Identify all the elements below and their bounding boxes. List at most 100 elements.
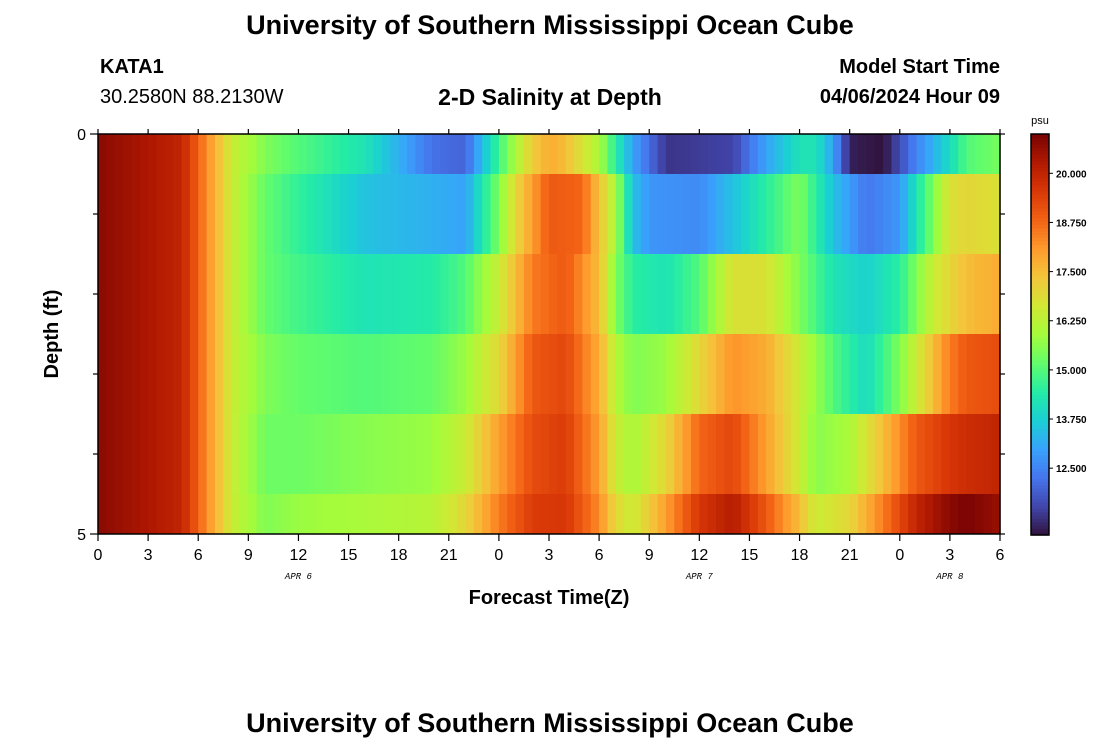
heatmap-cell bbox=[473, 414, 483, 495]
heatmap-cell bbox=[741, 334, 751, 415]
heatmap-cell bbox=[365, 254, 375, 335]
heatmap-cell bbox=[724, 174, 734, 255]
colorbar-segment bbox=[1031, 418, 1049, 422]
heatmap-cell bbox=[732, 334, 742, 415]
heatmap-cell bbox=[248, 174, 258, 255]
heatmap-cell bbox=[749, 174, 759, 255]
colorbar-segment bbox=[1031, 230, 1049, 235]
colorbar-segment bbox=[1031, 204, 1049, 209]
heatmap-cell bbox=[465, 174, 475, 255]
heatmap-cell bbox=[365, 334, 375, 415]
heatmap-cell bbox=[415, 494, 425, 535]
heatmap-cell bbox=[407, 334, 416, 415]
heatmap-cell bbox=[281, 414, 291, 495]
heatmap-cell bbox=[933, 254, 943, 335]
heatmap-cell bbox=[507, 174, 517, 255]
heatmap-cell bbox=[574, 494, 584, 535]
x-tick-label: 3 bbox=[545, 547, 554, 564]
heatmap-cell bbox=[924, 414, 934, 495]
heatmap-cell bbox=[465, 334, 475, 415]
heatmap-cell bbox=[181, 134, 191, 175]
heatmap-cell bbox=[983, 494, 993, 535]
heatmap-cell bbox=[983, 334, 993, 415]
heatmap-cell bbox=[173, 174, 183, 255]
heatmap-cell bbox=[874, 134, 884, 175]
heatmap-cell bbox=[365, 174, 375, 255]
heatmap-cell bbox=[841, 494, 851, 535]
heatmap-cell bbox=[582, 134, 592, 175]
heatmap-cell bbox=[665, 414, 675, 495]
heatmap-cell bbox=[265, 174, 274, 255]
heatmap-cell bbox=[632, 414, 642, 495]
colorbar: psu 12.500 13.750 15.000 16.250 17.500 18.750 2… bbox=[1030, 115, 1087, 536]
heatmap-cell bbox=[290, 254, 300, 335]
heatmap-cell bbox=[749, 414, 759, 495]
heatmap-cell bbox=[832, 254, 842, 335]
heatmap-cell bbox=[874, 414, 884, 495]
x-tick-label: 15 bbox=[741, 547, 759, 564]
heatmap-cell bbox=[649, 254, 659, 335]
y-tick-label: 5 bbox=[77, 527, 86, 544]
heatmap-cell bbox=[189, 494, 199, 535]
heatmap-cell bbox=[674, 334, 684, 415]
heatmap-cell bbox=[582, 494, 592, 535]
heatmap-cell bbox=[599, 334, 609, 415]
heatmap-cell bbox=[958, 174, 968, 255]
heatmap-cell bbox=[699, 334, 709, 415]
heatmap-cell bbox=[724, 494, 734, 535]
heatmap-cell bbox=[690, 134, 700, 175]
heatmap-cell bbox=[849, 174, 859, 255]
heatmap-cell bbox=[256, 134, 266, 175]
heatmap-cell bbox=[849, 414, 859, 495]
heatmap-cell bbox=[248, 494, 258, 535]
heatmap-cell bbox=[716, 334, 725, 415]
heatmap-cell bbox=[640, 494, 650, 535]
heatmap-cell bbox=[273, 174, 283, 255]
heatmap-cell bbox=[958, 414, 968, 495]
heatmap-cell bbox=[607, 414, 617, 495]
heatmap-cell bbox=[181, 494, 191, 535]
heatmap-cell bbox=[782, 174, 792, 255]
heatmap-cell bbox=[766, 494, 776, 535]
heatmap-cell bbox=[390, 494, 400, 535]
x-date-label: APR 6 bbox=[284, 572, 313, 582]
heatmap-cell bbox=[632, 494, 642, 535]
heatmap-cell bbox=[782, 254, 792, 335]
heatmap-cell bbox=[891, 334, 901, 415]
x-axis-label: Forecast Time(Z) bbox=[469, 587, 630, 609]
heatmap-cell bbox=[340, 334, 350, 415]
heatmap-cell bbox=[816, 334, 826, 415]
heatmap-cell bbox=[457, 174, 467, 255]
x-tick-label: 9 bbox=[645, 547, 654, 564]
colorbar-segment bbox=[1031, 184, 1049, 189]
heatmap-cell bbox=[540, 494, 550, 535]
heatmap-cell bbox=[440, 414, 450, 495]
heatmap-cell bbox=[323, 334, 333, 415]
heatmap-cell bbox=[490, 334, 500, 415]
heatmap-cell bbox=[114, 134, 124, 175]
heatmap-cell bbox=[532, 134, 542, 175]
model-start-label: Model Start Time bbox=[839, 56, 1000, 78]
heatmap-cell bbox=[924, 254, 934, 335]
heatmap-cell bbox=[599, 134, 609, 175]
heatmap-cell bbox=[732, 254, 742, 335]
heatmap-cell bbox=[181, 174, 191, 255]
heatmap-cell bbox=[757, 174, 767, 255]
heatmap-cell bbox=[189, 174, 199, 255]
heatmap-cell bbox=[440, 494, 450, 535]
heatmap-cell bbox=[933, 494, 943, 535]
heatmap-cell bbox=[615, 494, 625, 535]
heatmap-cell bbox=[473, 334, 483, 415]
heatmap-cell bbox=[766, 334, 776, 415]
heatmap-cell bbox=[340, 494, 350, 535]
colorbar-segment bbox=[1031, 180, 1049, 185]
heatmap-cell bbox=[198, 334, 208, 415]
heatmap-cell bbox=[841, 254, 851, 335]
heatmap-cell bbox=[281, 254, 291, 335]
heatmap-cell bbox=[632, 334, 642, 415]
colorbar-segment bbox=[1031, 401, 1049, 406]
heatmap-cell bbox=[707, 134, 717, 175]
heatmap-cell bbox=[974, 334, 984, 415]
colorbar-segment bbox=[1031, 267, 1049, 272]
heatmap-cell bbox=[908, 494, 918, 535]
